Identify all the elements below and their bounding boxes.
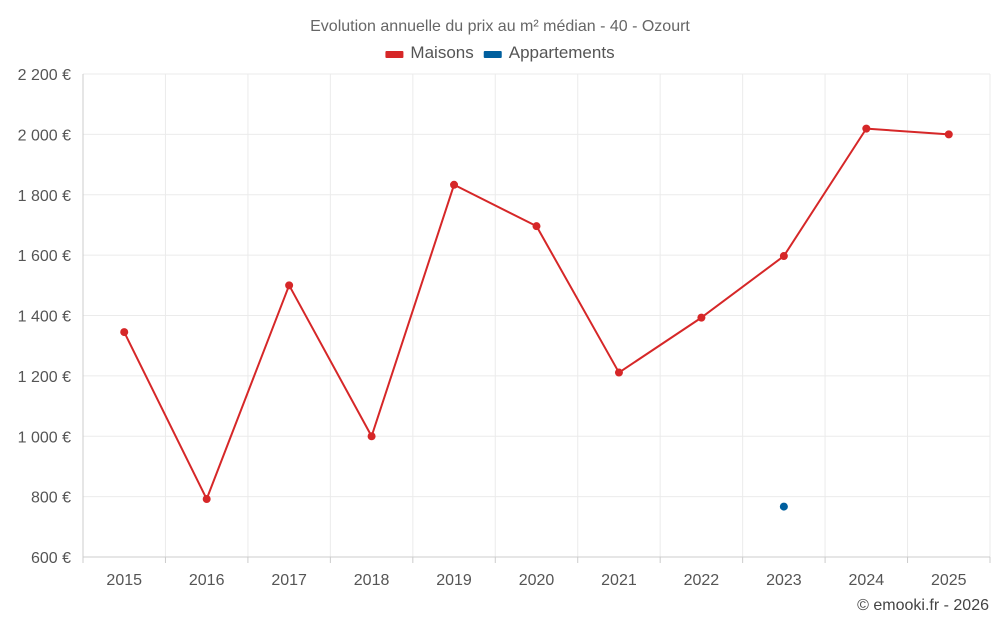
data-point[interactable] (120, 328, 129, 337)
data-point[interactable] (944, 130, 953, 139)
x-tick-label: 2024 (849, 572, 885, 589)
gridlines (82, 73, 991, 558)
legend: Maisons Appartements (385, 43, 615, 62)
x-tick-label: 2022 (684, 572, 720, 589)
y-tick-label: 2 000 € (18, 127, 71, 144)
data-point[interactable] (450, 180, 459, 189)
x-tick-label: 2016 (189, 572, 225, 589)
legend-swatch (385, 51, 404, 58)
data-point[interactable] (862, 124, 871, 133)
series-maisons (120, 124, 953, 504)
x-tick-label: 2021 (601, 572, 637, 589)
data-point[interactable] (614, 368, 623, 377)
data-point[interactable] (202, 495, 211, 504)
legend-item-maisons[interactable]: Maisons (385, 43, 474, 62)
data-point[interactable] (367, 432, 376, 441)
data-point[interactable] (532, 222, 541, 231)
y-tick-label: 2 200 € (18, 67, 71, 84)
data-point[interactable] (285, 281, 294, 290)
y-tick-label: 1 400 € (18, 309, 71, 326)
x-tick-label: 2025 (931, 572, 967, 589)
legend-label: Appartements (509, 43, 615, 62)
series-layer (120, 124, 953, 511)
y-tick-label: 600 € (31, 550, 71, 567)
series-appartements (779, 502, 788, 511)
legend-label: Maisons (410, 43, 473, 62)
y-axis: 600 € 800 € 1 000 € 1 200 € 1 400 € 1 600 € 1 … (18, 67, 71, 567)
y-tick-label: 1 000 € (18, 429, 71, 446)
chart-title: Evolution annuelle du prix au m² médian … (310, 18, 690, 35)
legend-item-appartements[interactable]: Appartements (483, 43, 615, 62)
data-point[interactable] (779, 252, 788, 261)
x-tick-label: 2018 (354, 572, 390, 589)
y-tick-label: 800 € (31, 490, 71, 507)
y-tick-label: 1 600 € (18, 248, 71, 265)
data-point[interactable] (779, 502, 788, 511)
credit-text: © emooki.fr - 2026 (857, 597, 989, 614)
x-tick-label: 2019 (436, 572, 472, 589)
x-axis: 2015 2016 2017 2018 2019 2020 2021 2022 2023 2024… (82, 557, 991, 589)
x-tick-label: 2020 (519, 572, 555, 589)
y-tick-label: 1 200 € (18, 369, 71, 386)
x-tick-label: 2017 (271, 572, 307, 589)
y-tick-label: 1 800 € (18, 188, 71, 205)
legend-swatch (483, 51, 502, 58)
x-tick-label: 2015 (106, 572, 142, 589)
data-point[interactable] (697, 313, 706, 322)
x-tick-label: 2023 (766, 572, 802, 589)
